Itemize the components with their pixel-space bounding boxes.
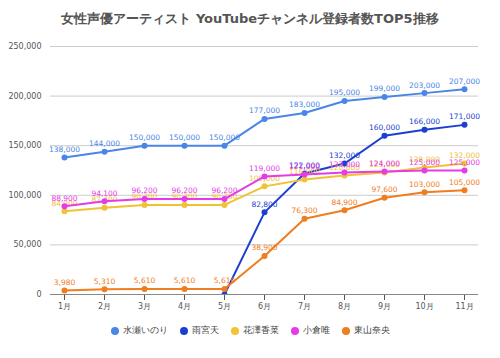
svg-text:0: 0 — [36, 290, 41, 299]
svg-text:123,000: 123,000 — [329, 160, 360, 169]
svg-text:105,000: 105,000 — [449, 178, 480, 187]
svg-text:7月: 7月 — [298, 302, 311, 311]
html-text:雨宮天: 雨宮天 — [191, 325, 219, 335]
svg-text:166,000: 166,000 — [409, 117, 440, 126]
svg-text:94,100: 94,100 — [91, 189, 117, 198]
svg-text:132,000: 132,000 — [449, 151, 480, 160]
svg-text:199,000: 199,000 — [369, 84, 400, 93]
svg-text:125,000: 125,000 — [409, 158, 440, 167]
svg-text:97,600: 97,600 — [371, 185, 397, 194]
svg-text:5,610: 5,610 — [214, 276, 236, 285]
svg-text:1月: 1月 — [58, 302, 71, 311]
svg-text:150,000: 150,000 — [8, 141, 41, 150]
svg-text:8月: 8月 — [338, 302, 351, 311]
svg-text:138,000: 138,000 — [49, 145, 80, 154]
svg-text:5,310: 5,310 — [94, 277, 116, 286]
svg-text:125,000: 125,000 — [449, 158, 480, 167]
svg-text:123,000: 123,000 — [369, 160, 400, 169]
svg-text:203,000: 203,000 — [409, 81, 440, 90]
svg-text:2月: 2月 — [98, 302, 111, 311]
svg-text:171,000: 171,000 — [449, 112, 480, 121]
svg-text:121,000: 121,000 — [289, 162, 320, 171]
svg-text:183,000: 183,000 — [289, 100, 320, 109]
svg-text:103,000: 103,000 — [409, 180, 440, 189]
svg-text:5月: 5月 — [218, 302, 231, 311]
svg-text:132,000: 132,000 — [329, 151, 360, 160]
svg-text:3,980: 3,980 — [54, 278, 76, 287]
svg-text:150,000: 150,000 — [169, 133, 200, 142]
html-text:水瀬いのり: 水瀬いのり — [122, 325, 168, 335]
svg-text:96,200: 96,200 — [211, 186, 237, 195]
svg-text:109,000: 109,000 — [249, 173, 280, 183]
svg-text:96,200: 96,200 — [131, 186, 157, 195]
svg-text:10月: 10月 — [415, 302, 433, 311]
svg-text:88,900: 88,900 — [51, 194, 77, 203]
svg-text:100,000: 100,000 — [8, 191, 41, 200]
svg-text:195,000: 195,000 — [329, 88, 360, 97]
svg-text:207,000: 207,000 — [449, 77, 480, 86]
svg-text:82,800: 82,800 — [251, 200, 277, 209]
svg-text:50,000: 50,000 — [14, 240, 42, 249]
html-text:東山奈央: 東山奈央 — [353, 325, 390, 335]
svg-text:96,200: 96,200 — [171, 186, 197, 195]
html-text:花澤香菜: 花澤香菜 — [242, 325, 279, 335]
svg-text:160,000: 160,000 — [369, 123, 400, 132]
html-text:女性声優アーティスト YouTubeチャンネル登録者数TOP: 女性声優アーティスト YouTubeチャンネル登録者数TOP5推移 — [61, 11, 439, 26]
svg-text:5,610: 5,610 — [174, 276, 196, 285]
svg-text:150,000: 150,000 — [209, 133, 240, 142]
html-text:小倉唯: 小倉唯 — [302, 325, 330, 335]
svg-text:124,000: 124,000 — [369, 159, 400, 168]
svg-text:177,000: 177,000 — [249, 106, 280, 115]
svg-text:5,610: 5,610 — [134, 276, 156, 285]
svg-text:84,900: 84,900 — [331, 198, 357, 207]
svg-text:119,000: 119,000 — [249, 164, 280, 173]
svg-text:150,000: 150,000 — [129, 133, 160, 142]
svg-text:200,000: 200,000 — [8, 92, 41, 101]
svg-text:250,000: 250,000 — [8, 42, 41, 51]
svg-text:144,000: 144,000 — [89, 139, 120, 148]
svg-text:6月: 6月 — [258, 302, 271, 311]
svg-text:122,000: 122,000 — [289, 161, 320, 170]
svg-text:4月: 4月 — [178, 302, 191, 311]
svg-text:3月: 3月 — [138, 302, 151, 311]
svg-text:38,900: 38,900 — [251, 243, 277, 252]
svg-text:76,300: 76,300 — [291, 206, 317, 215]
svg-text:9月: 9月 — [378, 302, 391, 311]
svg-text:11月: 11月 — [455, 302, 473, 311]
